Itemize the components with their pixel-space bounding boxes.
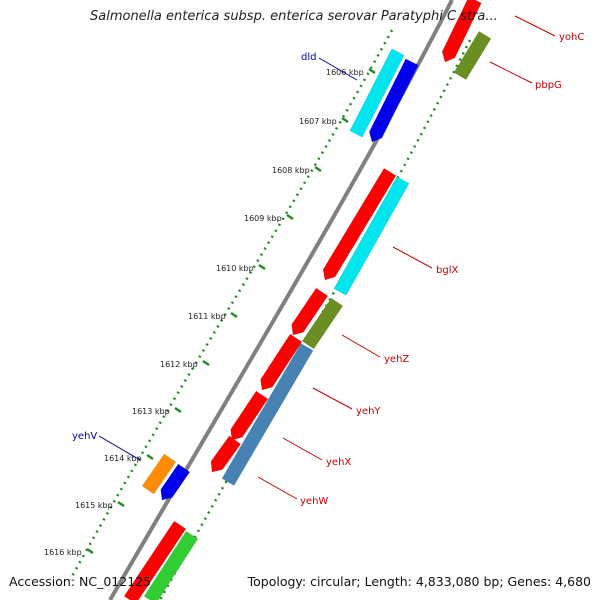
feature-bglX-arrow[interactable] bbox=[322, 168, 397, 281]
genome-summary: Topology: circular; Length: 4,833,080 bp… bbox=[247, 574, 591, 589]
feature-pbpG[interactable] bbox=[453, 31, 492, 80]
tick-mark bbox=[286, 213, 294, 221]
feature-dld-cyan[interactable] bbox=[349, 48, 405, 138]
gene-label-pbpg[interactable]: pbpG bbox=[535, 80, 562, 91]
feature-red-bottom[interactable] bbox=[123, 520, 187, 600]
tick-label: 1607 kbp bbox=[299, 117, 337, 126]
gene-label-yehw[interactable]: yehW bbox=[300, 496, 328, 507]
tick-marks bbox=[86, 67, 376, 555]
feature-bglX-cyan[interactable] bbox=[333, 176, 410, 296]
tick-label: 1615 kbp bbox=[75, 501, 113, 510]
leader-line bbox=[312, 387, 353, 410]
feature-yehV-orange[interactable] bbox=[141, 453, 177, 495]
tick-mark bbox=[368, 67, 376, 75]
tick-label: 1609 kbp bbox=[244, 214, 282, 223]
gc-track-inner bbox=[68, 29, 394, 581]
tick-mark bbox=[258, 263, 266, 271]
feature-red-arrow[interactable] bbox=[230, 390, 269, 441]
feature-yehZ-arrow[interactable] bbox=[291, 287, 329, 336]
tick-label: 1614 kbp bbox=[104, 454, 142, 463]
feature-dld-arrow[interactable] bbox=[369, 58, 419, 143]
tick-mark bbox=[117, 500, 125, 508]
feature-yohC-arrow[interactable] bbox=[441, 0, 482, 63]
tick-mark bbox=[174, 406, 182, 414]
tick-label: 1612 kbp bbox=[160, 360, 198, 369]
gene-label-yohc[interactable]: yohC bbox=[559, 32, 584, 43]
tick-mark bbox=[202, 359, 210, 367]
tick-mark bbox=[341, 116, 349, 124]
tick-mark bbox=[314, 165, 322, 173]
gene-label-yehv[interactable]: yehV bbox=[72, 431, 97, 442]
leader-line bbox=[514, 15, 556, 37]
feature-green-bottom[interactable] bbox=[143, 530, 199, 600]
page-title: Salmonella enterica subsp. enterica sero… bbox=[90, 9, 498, 24]
tick-label: 1616 kbp bbox=[44, 548, 82, 557]
leader-line bbox=[98, 435, 141, 461]
leader-line bbox=[282, 437, 323, 461]
tick-mark bbox=[230, 311, 238, 319]
leader-line bbox=[318, 57, 358, 81]
feature-yehZ-olive[interactable] bbox=[301, 297, 344, 350]
leader-line bbox=[257, 476, 298, 500]
leader-line bbox=[392, 246, 433, 269]
tick-label: 1613 kbp bbox=[132, 407, 170, 416]
accession-label: Accession: NC_012125 bbox=[9, 574, 152, 589]
tick-mark bbox=[86, 547, 94, 555]
tick-label: 1611 kbp bbox=[188, 312, 226, 321]
feature-yehW-steel[interactable] bbox=[221, 343, 314, 486]
tick-mark bbox=[146, 453, 154, 461]
gene-label-bglx[interactable]: bglX bbox=[436, 265, 458, 276]
leader-line bbox=[489, 61, 533, 84]
gene-label-yehy[interactable]: yehY bbox=[356, 406, 381, 417]
tick-label: 1610 kbp bbox=[216, 264, 254, 273]
feature-yehV-arrow[interactable] bbox=[160, 463, 191, 501]
gene-label-yehz[interactable]: yehZ bbox=[384, 354, 409, 365]
tick-label: 1608 kbp bbox=[272, 166, 310, 175]
leader-line bbox=[341, 334, 381, 358]
feature-yehY-arrow[interactable] bbox=[260, 333, 303, 391]
gene-label-yehx[interactable]: yehX bbox=[326, 457, 351, 468]
gene-label-dld[interactable]: dld bbox=[301, 52, 316, 63]
feature-yehX-arrow[interactable] bbox=[210, 435, 242, 473]
